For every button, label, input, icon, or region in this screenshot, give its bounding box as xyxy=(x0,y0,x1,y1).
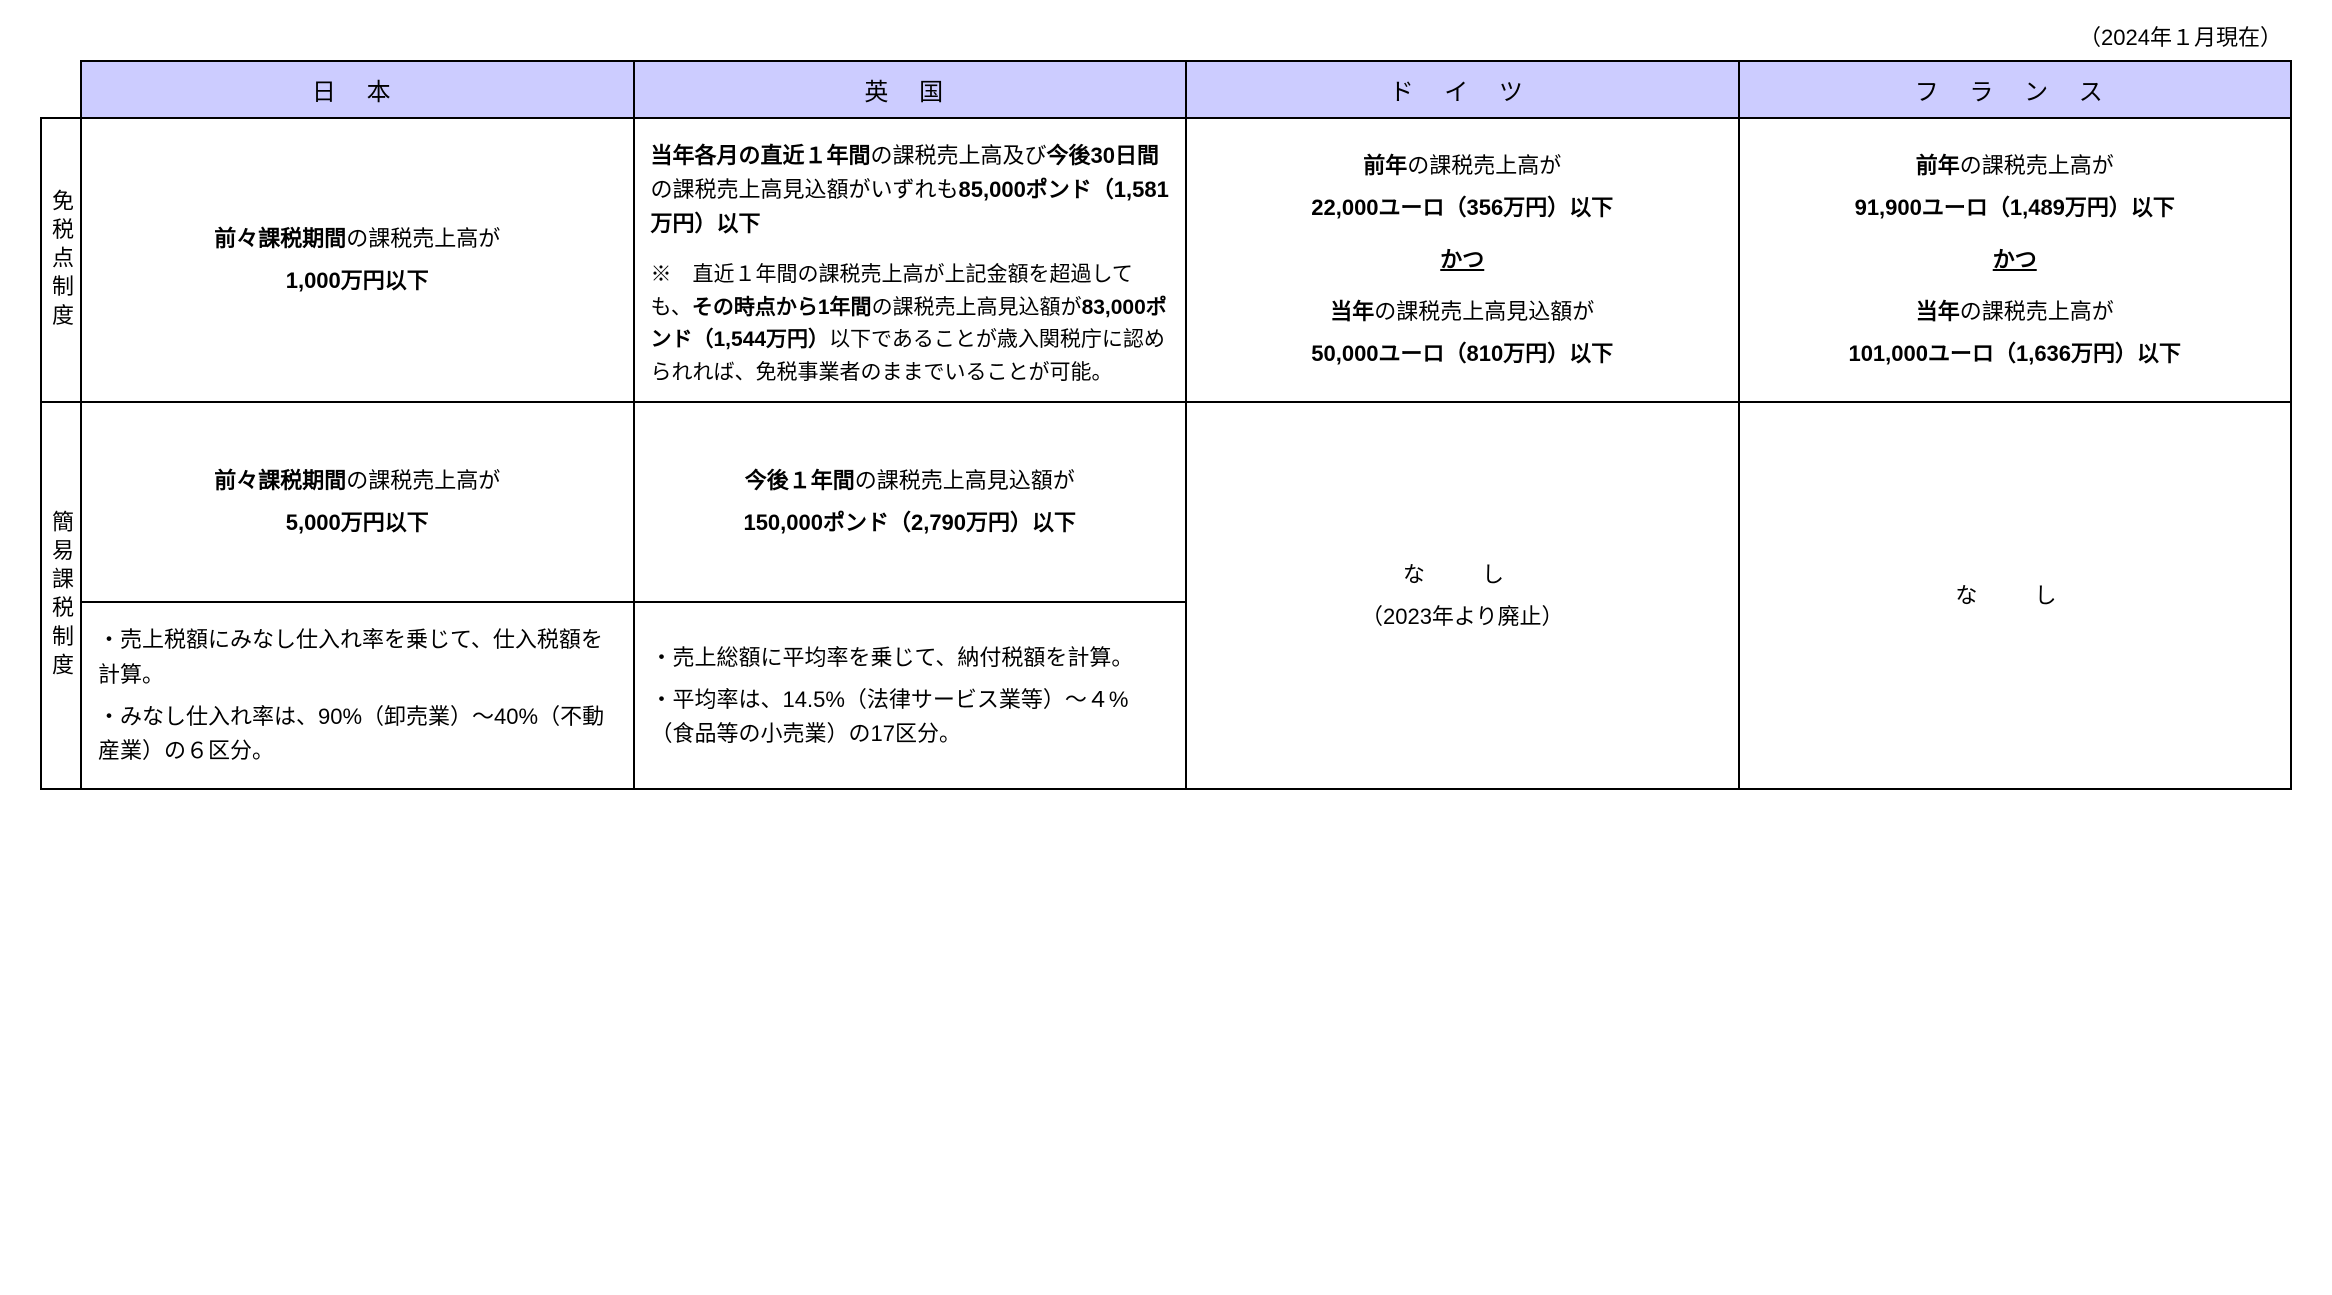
text: 101,000ユーロ（1,636万円）以下 xyxy=(1756,337,2275,371)
header-row: 日 本 英 国 ド イ ツ フ ラ ン ス xyxy=(41,61,2291,118)
exemption-france: 前年の課税売上高が 91,900ユーロ（1,489万円）以下 かつ 当年の課税売… xyxy=(1739,118,2292,402)
text: 前年 xyxy=(1363,153,1407,178)
exemption-japan: 前々課税期間の課税売上高が 1,000万円以下 xyxy=(81,118,634,402)
exemption-germany: 前年の課税売上高が 22,000ユーロ（356万円）以下 かつ 当年の課税売上高… xyxy=(1186,118,1739,402)
simplified-japan-bottom: ・売上税額にみなし仕入れ率を乗じて、仕入税額を計算。 ・みなし仕入れ率は、90%… xyxy=(81,602,634,788)
header-uk: 英 国 xyxy=(634,61,1187,118)
corner-cell xyxy=(41,61,81,118)
text: の課税売上高見込額が xyxy=(872,296,1082,319)
text: 当年 xyxy=(1330,299,1374,324)
simplified-row-top: 簡易課税制度 前々課税期間の課税売上高が 5,000万円以下 今後１年間の課税売… xyxy=(41,402,2291,602)
text: の課税売上高見込額がいずれも xyxy=(651,177,959,202)
header-france: フ ラ ン ス xyxy=(1739,61,2292,118)
text: の課税売上高が xyxy=(1960,299,2114,324)
text: 150,000ポンド（2,790万円）以下 xyxy=(651,506,1170,540)
row-label-simplified: 簡易課税制度 xyxy=(41,402,81,788)
text: 今後１年間 xyxy=(745,468,855,493)
text: 91,900ユーロ（1,489万円）以下 xyxy=(1756,191,2275,225)
exemption-row: 免税点制度 前々課税期間の課税売上高が 1,000万円以下 当年各月の直近１年間… xyxy=(41,118,2291,402)
text: 前年 xyxy=(1916,153,1960,178)
text: 当年 xyxy=(1916,299,1960,324)
date-note: （2024年１月現在） xyxy=(40,20,2292,52)
text: の課税売上高及び xyxy=(871,143,1047,168)
simplified-france: な し xyxy=(1739,402,2292,788)
simplified-uk-bottom: ・売上総額に平均率を乗じて、納付税額を計算。 ・平均率は、14.5%（法律サービ… xyxy=(634,602,1187,788)
text: ・みなし仕入れ率は、90%（卸売業）～40%（不動産業）の６区分。 xyxy=(98,700,617,768)
text: その時点から1年間 xyxy=(692,296,872,319)
text: の課税売上高が xyxy=(1960,153,2114,178)
text: 5,000万円以下 xyxy=(98,506,617,540)
text: の課税売上高が xyxy=(346,468,500,493)
text: の課税売上高見込額が xyxy=(855,468,1075,493)
text: 今後30日間 xyxy=(1047,143,1159,168)
text: ・売上総額に平均率を乗じて、納付税額を計算。 xyxy=(651,641,1170,675)
text: ・平均率は、14.5%（法律サービス業等）～４%（食品等の小売業）の17区分。 xyxy=(651,683,1170,751)
exemption-uk: 当年各月の直近１年間の課税売上高及び今後30日間の課税売上高見込額がいずれも85… xyxy=(634,118,1187,402)
none-text: な し xyxy=(1203,558,1722,592)
text: 前々課税期間 xyxy=(214,226,346,251)
none-text: な し xyxy=(1756,579,2275,613)
header-japan: 日 本 xyxy=(81,61,634,118)
and-text: かつ xyxy=(1203,243,1722,277)
text: 1,000万円以下 xyxy=(98,264,617,298)
row-label-exemption: 免税点制度 xyxy=(41,118,81,402)
and-text: かつ xyxy=(1756,243,2275,277)
text: （2023年より廃止） xyxy=(1203,600,1722,634)
text: の課税売上高が xyxy=(1407,153,1561,178)
header-germany: ド イ ツ xyxy=(1186,61,1739,118)
text: 22,000ユーロ（356万円）以下 xyxy=(1203,191,1722,225)
text: 当年各月の直近１年間 xyxy=(651,143,871,168)
text: の課税売上高見込額が xyxy=(1374,299,1594,324)
simplified-japan-top: 前々課税期間の課税売上高が 5,000万円以下 xyxy=(81,402,634,602)
text: 50,000ユーロ（810万円）以下 xyxy=(1203,337,1722,371)
text: ・売上税額にみなし仕入れ率を乗じて、仕入税額を計算。 xyxy=(98,623,617,691)
note-marker: ※ xyxy=(651,263,672,286)
simplified-germany: な し （2023年より廃止） xyxy=(1186,402,1739,788)
text: の課税売上高が xyxy=(346,226,500,251)
comparison-table: 日 本 英 国 ド イ ツ フ ラ ン ス 免税点制度 前々課税期間の課税売上高… xyxy=(40,60,2292,790)
simplified-uk-top: 今後１年間の課税売上高見込額が 150,000ポンド（2,790万円）以下 xyxy=(634,402,1187,602)
text: 前々課税期間 xyxy=(214,468,346,493)
